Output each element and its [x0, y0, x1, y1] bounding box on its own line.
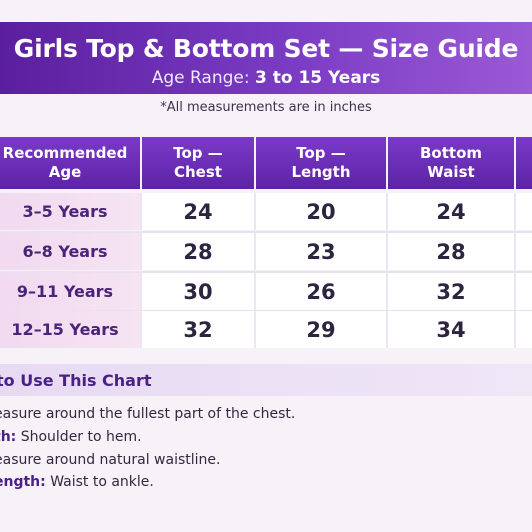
length-cell: 26	[254, 273, 386, 310]
age-cell: 3–5 Years	[0, 193, 140, 230]
howto-title: to Use This Chart	[0, 371, 152, 390]
chest-cell: 32	[140, 311, 254, 348]
header-top-chest: Top — Chest	[140, 137, 254, 189]
chest-cell: 30	[140, 273, 254, 310]
age-cell: 9–11 Years	[0, 273, 140, 310]
partial-cell	[514, 273, 532, 310]
waist-cell: 28	[386, 233, 514, 270]
row-divider	[0, 271, 532, 273]
waist-cell: 24	[386, 193, 514, 230]
instruction-top-length: th: Shoulder to hem.	[0, 429, 142, 445]
header-bottom-waist: Bottom Waist	[386, 137, 514, 189]
length-cell: 29	[254, 311, 386, 348]
instruction-bottom-length: ength: Waist to ankle.	[0, 474, 154, 490]
waist-cell: 32	[386, 273, 514, 310]
partial-cell	[514, 193, 532, 230]
length-cell: 23	[254, 233, 386, 270]
age-range-subtitle: Age Range: 3 to 15 Years	[0, 68, 532, 88]
age-range-value: 3 to 15 Years	[255, 68, 381, 88]
age-cell: 12–15 Years	[0, 311, 140, 348]
header-recommended-age: Recommended Age	[0, 137, 140, 189]
header-top-length: Top — Length	[254, 137, 386, 189]
howto-banner	[0, 364, 532, 396]
instruction-waist: easure around natural waistline.	[0, 452, 221, 468]
chest-cell: 24	[140, 193, 254, 230]
age-cell: 6–8 Years	[0, 233, 140, 270]
page-title: Girls Top & Bottom Set — Size Guide	[13, 34, 519, 63]
instruction-chest: easure around the fullest part of the ch…	[0, 406, 296, 422]
partial-cell	[514, 311, 532, 348]
header-partial-column	[514, 137, 532, 189]
measurement-note: *All measurements are in inches	[160, 100, 372, 115]
length-cell: 20	[254, 193, 386, 230]
age-range-label: Age Range:	[151, 68, 250, 88]
partial-cell	[514, 233, 532, 270]
waist-cell: 34	[386, 311, 514, 348]
chest-cell: 28	[140, 233, 254, 270]
row-divider	[0, 231, 532, 233]
size-table: Recommended Age Top — Chest Top — Length Bo…	[0, 137, 532, 348]
title-banner	[0, 22, 532, 94]
